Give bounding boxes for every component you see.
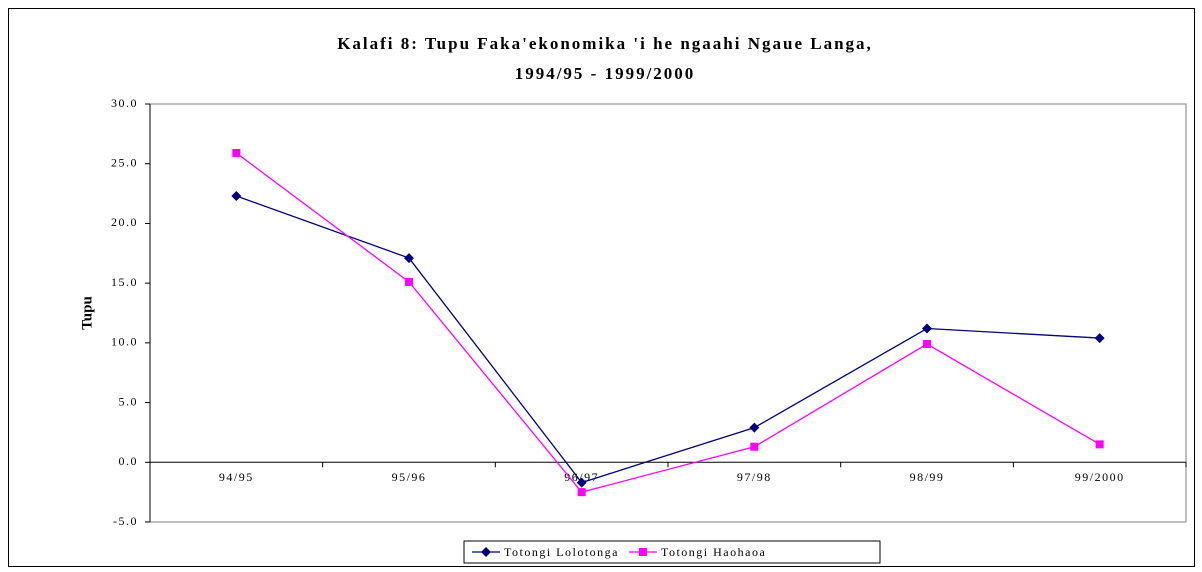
marker: [231, 190, 242, 201]
y-tick-label: 15.0: [111, 275, 138, 289]
marker: [232, 148, 241, 157]
legend-box: [463, 540, 881, 564]
marker: [481, 547, 491, 557]
marker: [576, 477, 587, 488]
legend-label: Totongi Lolotonga: [504, 545, 619, 559]
series-line: [235, 152, 1100, 493]
marker: [638, 548, 647, 556]
chart-title: Kalafi 8: Tupu Faka'ekonomika 'i he ngaa…: [337, 34, 873, 53]
marker: [405, 277, 413, 286]
legend-label: Totongi Haohaoa: [661, 545, 766, 559]
marker: [404, 253, 414, 264]
y-tick-label: -5.0: [113, 514, 138, 528]
x-tick-label: 95/96: [392, 470, 427, 484]
chart-border: [8, 8, 1195, 567]
marker: [577, 488, 586, 497]
y-axis-title: Tupu: [79, 296, 95, 330]
y-tick-label: 30.0: [111, 96, 138, 110]
x-tick-label: 94/95: [219, 470, 254, 484]
series-line: [236, 195, 1100, 484]
marker: [750, 442, 759, 451]
y-tick-label: 10.0: [111, 335, 138, 349]
y-tick-label: 20.0: [111, 215, 138, 229]
marker: [749, 422, 760, 433]
x-tick-label: 97/98: [737, 470, 772, 484]
y-tick-label: 25.0: [111, 155, 138, 169]
marker: [1094, 333, 1105, 344]
x-tick-label: 98/99: [910, 470, 945, 484]
y-tick-label: 0.0: [119, 454, 139, 468]
x-tick-label: 99/2000: [1075, 470, 1125, 484]
marker: [923, 340, 931, 349]
y-tick-label: 5.0: [119, 394, 139, 408]
marker: [922, 323, 932, 334]
marker: [1095, 440, 1104, 449]
chart-title: 1994/95 - 1999/2000: [515, 64, 696, 83]
